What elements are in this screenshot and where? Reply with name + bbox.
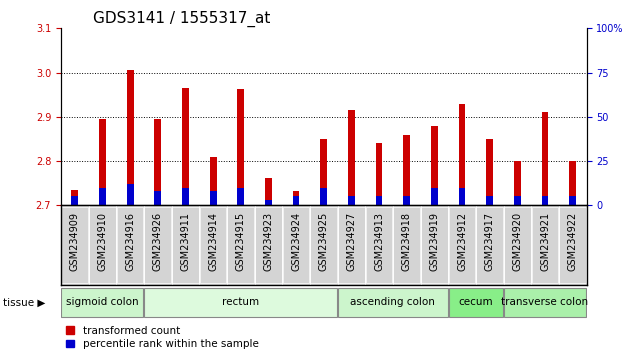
Bar xyxy=(71,190,78,205)
Bar xyxy=(348,196,355,205)
Text: GSM234913: GSM234913 xyxy=(374,212,384,271)
FancyBboxPatch shape xyxy=(532,207,558,283)
Bar xyxy=(431,188,438,205)
Bar xyxy=(210,191,217,205)
FancyBboxPatch shape xyxy=(310,207,337,283)
Bar xyxy=(292,191,299,205)
Bar xyxy=(182,188,189,205)
Text: GSM234927: GSM234927 xyxy=(346,212,356,271)
FancyBboxPatch shape xyxy=(172,207,199,283)
Bar xyxy=(569,196,576,205)
Text: GSM234923: GSM234923 xyxy=(263,212,273,271)
Bar xyxy=(449,288,503,317)
Bar xyxy=(403,135,410,205)
FancyBboxPatch shape xyxy=(394,207,420,283)
FancyBboxPatch shape xyxy=(117,207,144,283)
Bar xyxy=(265,178,272,205)
Bar xyxy=(154,119,161,205)
FancyBboxPatch shape xyxy=(449,207,476,283)
Bar xyxy=(348,110,355,205)
Bar xyxy=(569,161,576,205)
FancyBboxPatch shape xyxy=(200,207,226,283)
Text: GSM234921: GSM234921 xyxy=(540,212,550,271)
Bar xyxy=(376,143,383,205)
Text: GSM234911: GSM234911 xyxy=(180,212,190,271)
Text: GSM234922: GSM234922 xyxy=(568,212,578,271)
Bar xyxy=(127,70,133,205)
Bar xyxy=(431,126,438,205)
Bar xyxy=(487,196,493,205)
Bar xyxy=(403,196,410,205)
Bar xyxy=(99,188,106,205)
FancyBboxPatch shape xyxy=(366,207,392,283)
FancyBboxPatch shape xyxy=(421,207,447,283)
Bar xyxy=(487,139,493,205)
Text: GDS3141 / 1555317_at: GDS3141 / 1555317_at xyxy=(93,11,271,27)
Bar xyxy=(338,288,447,317)
Bar xyxy=(514,161,520,205)
Bar xyxy=(320,139,327,205)
FancyBboxPatch shape xyxy=(89,207,115,283)
Text: GSM234918: GSM234918 xyxy=(402,212,412,271)
Bar xyxy=(458,103,465,205)
Text: transverse colon: transverse colon xyxy=(501,297,588,307)
Text: tissue ▶: tissue ▶ xyxy=(3,298,46,308)
Bar xyxy=(154,191,161,205)
Text: GSM234916: GSM234916 xyxy=(125,212,135,271)
Bar xyxy=(504,288,586,317)
Bar xyxy=(265,200,272,205)
FancyBboxPatch shape xyxy=(504,207,531,283)
Text: GSM234915: GSM234915 xyxy=(236,212,246,271)
Bar xyxy=(99,119,106,205)
Text: GSM234910: GSM234910 xyxy=(97,212,108,271)
Text: GSM234914: GSM234914 xyxy=(208,212,218,271)
Bar xyxy=(127,184,133,205)
FancyBboxPatch shape xyxy=(228,207,254,283)
Bar xyxy=(144,288,337,317)
Text: GSM234926: GSM234926 xyxy=(153,212,163,271)
Legend: transformed count, percentile rank within the sample: transformed count, percentile rank withi… xyxy=(66,326,259,349)
Bar xyxy=(320,188,327,205)
Text: GSM234917: GSM234917 xyxy=(485,212,495,271)
Bar xyxy=(514,196,520,205)
Bar xyxy=(376,196,383,205)
Bar xyxy=(182,88,189,205)
Bar xyxy=(458,188,465,205)
Text: GSM234919: GSM234919 xyxy=(429,212,439,271)
Bar xyxy=(542,196,549,205)
Text: GSM234920: GSM234920 xyxy=(512,212,522,271)
Bar xyxy=(71,196,78,205)
Text: sigmoid colon: sigmoid colon xyxy=(66,297,138,307)
Text: cecum: cecum xyxy=(458,297,493,307)
FancyBboxPatch shape xyxy=(144,207,171,283)
FancyBboxPatch shape xyxy=(338,207,365,283)
Bar xyxy=(292,196,299,205)
Text: GSM234912: GSM234912 xyxy=(457,212,467,271)
Bar xyxy=(237,188,244,205)
Text: rectum: rectum xyxy=(222,297,259,307)
Bar xyxy=(210,156,217,205)
FancyBboxPatch shape xyxy=(283,207,310,283)
FancyBboxPatch shape xyxy=(560,207,586,283)
Bar xyxy=(62,288,144,317)
Text: GSM234909: GSM234909 xyxy=(70,212,79,271)
FancyBboxPatch shape xyxy=(476,207,503,283)
Bar xyxy=(542,113,549,205)
Text: ascending colon: ascending colon xyxy=(351,297,435,307)
Text: GSM234924: GSM234924 xyxy=(291,212,301,271)
Bar xyxy=(237,89,244,205)
Text: GSM234925: GSM234925 xyxy=(319,212,329,271)
FancyBboxPatch shape xyxy=(62,207,88,283)
FancyBboxPatch shape xyxy=(255,207,281,283)
